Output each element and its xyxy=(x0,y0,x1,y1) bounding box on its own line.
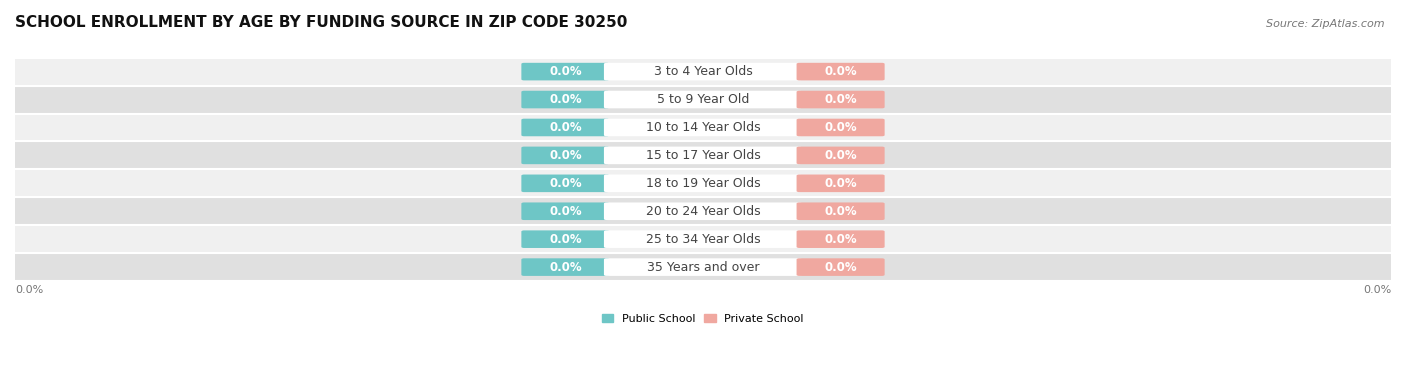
Text: 0.0%: 0.0% xyxy=(15,285,44,295)
FancyBboxPatch shape xyxy=(605,147,801,164)
Bar xyxy=(15,58,1391,86)
Text: 0.0%: 0.0% xyxy=(550,93,582,106)
FancyBboxPatch shape xyxy=(522,230,609,248)
Text: 35 Years and over: 35 Years and over xyxy=(647,261,759,274)
FancyBboxPatch shape xyxy=(605,230,801,248)
FancyBboxPatch shape xyxy=(522,175,609,192)
FancyBboxPatch shape xyxy=(797,258,884,276)
FancyBboxPatch shape xyxy=(605,175,801,192)
FancyBboxPatch shape xyxy=(797,202,884,220)
Text: 10 to 14 Year Olds: 10 to 14 Year Olds xyxy=(645,121,761,134)
Text: 0.0%: 0.0% xyxy=(550,121,582,134)
Text: 20 to 24 Year Olds: 20 to 24 Year Olds xyxy=(645,205,761,218)
Text: 3 to 4 Year Olds: 3 to 4 Year Olds xyxy=(654,65,752,78)
Text: 0.0%: 0.0% xyxy=(550,233,582,246)
FancyBboxPatch shape xyxy=(605,119,801,136)
Text: 0.0%: 0.0% xyxy=(550,177,582,190)
FancyBboxPatch shape xyxy=(522,91,609,108)
FancyBboxPatch shape xyxy=(522,202,609,220)
Text: 0.0%: 0.0% xyxy=(824,261,856,274)
Bar xyxy=(15,113,1391,141)
FancyBboxPatch shape xyxy=(797,147,884,164)
Text: 0.0%: 0.0% xyxy=(824,205,856,218)
Text: 0.0%: 0.0% xyxy=(1362,285,1391,295)
Legend: Public School, Private School: Public School, Private School xyxy=(598,310,808,328)
FancyBboxPatch shape xyxy=(522,63,609,80)
Bar xyxy=(15,141,1391,169)
Text: 25 to 34 Year Olds: 25 to 34 Year Olds xyxy=(645,233,761,246)
Text: 0.0%: 0.0% xyxy=(824,177,856,190)
FancyBboxPatch shape xyxy=(797,63,884,80)
FancyBboxPatch shape xyxy=(522,147,609,164)
Text: 0.0%: 0.0% xyxy=(824,149,856,162)
Text: SCHOOL ENROLLMENT BY AGE BY FUNDING SOURCE IN ZIP CODE 30250: SCHOOL ENROLLMENT BY AGE BY FUNDING SOUR… xyxy=(15,15,627,30)
Text: 0.0%: 0.0% xyxy=(550,65,582,78)
Text: 0.0%: 0.0% xyxy=(550,149,582,162)
FancyBboxPatch shape xyxy=(605,91,801,108)
Bar xyxy=(15,169,1391,197)
Bar xyxy=(15,225,1391,253)
Text: Source: ZipAtlas.com: Source: ZipAtlas.com xyxy=(1267,19,1385,29)
Text: 0.0%: 0.0% xyxy=(824,121,856,134)
FancyBboxPatch shape xyxy=(797,119,884,136)
Text: 0.0%: 0.0% xyxy=(824,65,856,78)
FancyBboxPatch shape xyxy=(522,119,609,136)
FancyBboxPatch shape xyxy=(797,230,884,248)
FancyBboxPatch shape xyxy=(605,258,801,276)
Bar xyxy=(15,253,1391,281)
Bar xyxy=(15,86,1391,113)
FancyBboxPatch shape xyxy=(605,63,801,80)
FancyBboxPatch shape xyxy=(605,202,801,220)
Text: 0.0%: 0.0% xyxy=(550,205,582,218)
FancyBboxPatch shape xyxy=(797,175,884,192)
Bar xyxy=(15,197,1391,225)
Text: 5 to 9 Year Old: 5 to 9 Year Old xyxy=(657,93,749,106)
Text: 18 to 19 Year Olds: 18 to 19 Year Olds xyxy=(645,177,761,190)
Text: 0.0%: 0.0% xyxy=(824,233,856,246)
FancyBboxPatch shape xyxy=(522,258,609,276)
Text: 0.0%: 0.0% xyxy=(550,261,582,274)
Text: 15 to 17 Year Olds: 15 to 17 Year Olds xyxy=(645,149,761,162)
Text: 0.0%: 0.0% xyxy=(824,93,856,106)
FancyBboxPatch shape xyxy=(797,91,884,108)
